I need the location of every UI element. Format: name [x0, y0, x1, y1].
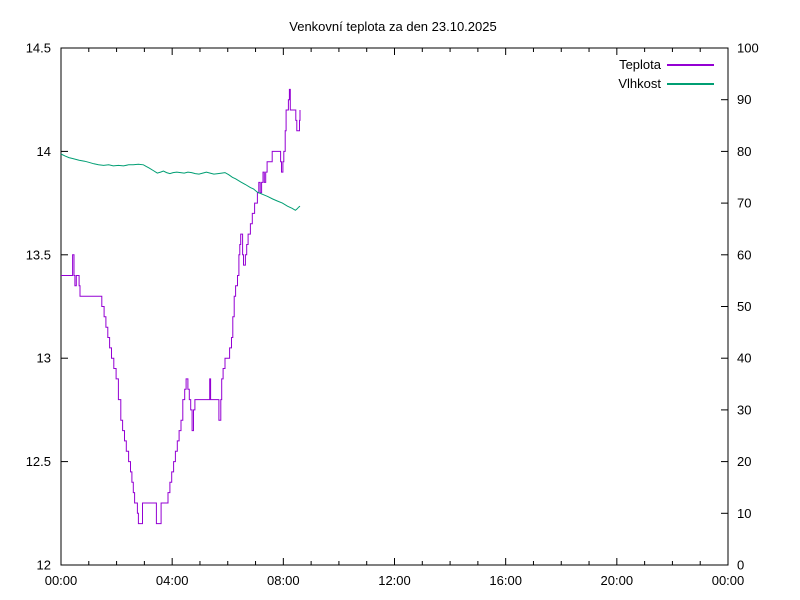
y-right-tick-label: 40 [737, 351, 751, 366]
y-right-tick-label: 50 [737, 299, 751, 314]
legend-item-teplota: Teplota [618, 55, 714, 74]
y-left-tick-label: 12.5 [26, 454, 51, 469]
y-right-tick-label: 0 [737, 558, 744, 573]
y-right-tick-label: 90 [737, 92, 751, 107]
y-left-tick-label: 14 [37, 144, 51, 159]
legend-item-vlhkost: Vlhkost [618, 74, 714, 93]
y-left-tick-label: 13.5 [26, 247, 51, 262]
chart-title: Venkovní teplota za den 23.10.2025 [289, 19, 497, 34]
x-tick-label: 08:00 [267, 573, 300, 588]
x-tick-label: 04:00 [156, 573, 189, 588]
x-tick-label: 20:00 [601, 573, 634, 588]
y-right-tick-label: 80 [737, 144, 751, 159]
x-tick-label: 00:00 [712, 573, 745, 588]
y-left-tick-label: 14.5 [26, 41, 51, 56]
y-right-tick-label: 20 [737, 454, 751, 469]
legend-line-sample-vlhkost [667, 82, 714, 85]
x-tick-label: 12:00 [378, 573, 411, 588]
legend-line-sample-teplota [667, 63, 714, 66]
x-tick-label: 16:00 [489, 573, 522, 588]
y-right-tick-label: 30 [737, 402, 751, 417]
y-right-tick-label: 10 [737, 506, 751, 521]
legend: Teplota Vlhkost [618, 55, 714, 93]
legend-label-vlhkost: Vlhkost [618, 76, 661, 91]
y-right-tick-label: 70 [737, 196, 751, 211]
series-teplota [61, 88, 301, 525]
legend-label-teplota: Teplota [619, 57, 661, 72]
plot-border [60, 47, 729, 566]
y-right-tick-label: 60 [737, 247, 751, 262]
y-left-tick-label: 13 [37, 351, 51, 366]
series-vlhkost [60, 153, 301, 211]
y-left-tick-label: 12 [37, 558, 51, 573]
x-tick-label: 00:00 [45, 573, 78, 588]
y-right-tick-label: 100 [737, 41, 759, 56]
